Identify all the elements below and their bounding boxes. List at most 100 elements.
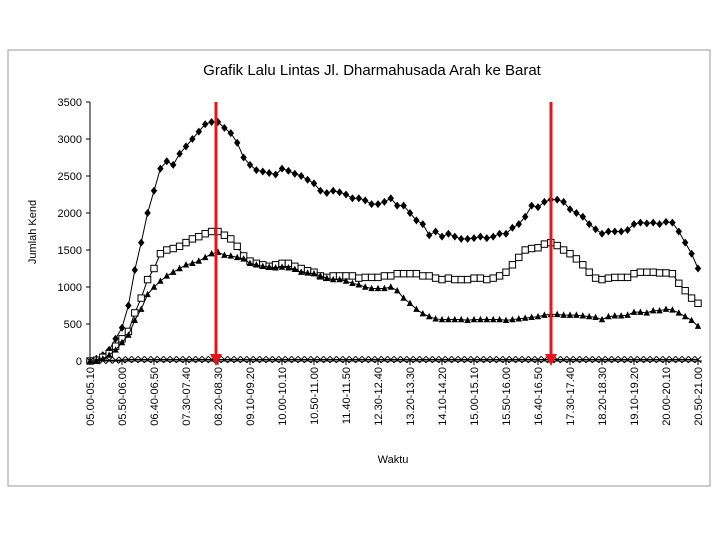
marker-diamond (195, 127, 202, 136)
marker-x (252, 355, 260, 364)
marker-x (355, 355, 363, 364)
marker-x (400, 355, 408, 364)
marker-square (233, 242, 241, 251)
marker-x (278, 355, 286, 364)
marker-square (566, 250, 574, 258)
marker-diamond (662, 217, 670, 226)
marker-x (323, 355, 331, 364)
marker-x (86, 357, 94, 365)
marker-diamond (112, 334, 119, 343)
marker-diamond (470, 234, 478, 243)
marker-triangle (406, 299, 414, 306)
marker-diamond (157, 164, 164, 173)
marker-x (444, 355, 452, 364)
marker-square (419, 272, 427, 280)
marker-triangle (528, 313, 535, 321)
marker-diamond (496, 229, 503, 238)
marker-square (393, 269, 401, 278)
marker-x (233, 355, 241, 364)
marker-square (687, 294, 696, 302)
marker-x (694, 355, 702, 364)
marker-diamond (509, 223, 516, 232)
marker-diamond (515, 220, 522, 229)
marker-diamond (278, 164, 286, 173)
marker-diamond (131, 265, 138, 274)
marker-square (169, 244, 177, 253)
marker-x (572, 355, 580, 364)
marker-triangle (426, 312, 433, 320)
marker-x (560, 355, 568, 364)
marker-diamond (554, 195, 561, 204)
marker-x (566, 355, 574, 364)
marker-square (476, 274, 485, 282)
marker-square (150, 264, 158, 273)
marker-diamond (618, 227, 625, 236)
marker-square (470, 274, 478, 282)
marker-x (336, 355, 344, 364)
marker-triangle (451, 315, 458, 323)
marker-triangle (592, 313, 599, 321)
marker-x (150, 355, 158, 364)
marker-square (367, 273, 376, 282)
marker-diamond (438, 232, 446, 241)
annotation-arrow (210, 102, 222, 366)
marker-triangle (464, 316, 471, 323)
marker-x (592, 355, 600, 364)
marker-x (265, 355, 273, 364)
marker-triangle (637, 308, 644, 315)
marker-diamond (138, 238, 145, 247)
marker-x (246, 355, 254, 364)
x-tick-label: 12.30-12.40 (373, 367, 385, 426)
marker-triangle (630, 308, 638, 315)
marker-square (374, 273, 382, 282)
marker-diamond (176, 149, 183, 158)
marker-triangle (362, 283, 369, 290)
marker-triangle (605, 312, 612, 320)
marker-diamond (374, 200, 382, 209)
marker-x (368, 355, 376, 364)
marker-x (425, 355, 433, 364)
marker-square (195, 232, 203, 241)
x-tick-label: 13.20-13.30 (405, 367, 417, 426)
marker-triangle (560, 311, 567, 318)
x-tick-label: 20.50-21.00 (693, 367, 705, 426)
marker-triangle (368, 284, 375, 292)
marker-x (99, 357, 107, 365)
marker-diamond (285, 166, 292, 175)
marker-square (451, 275, 459, 284)
marker-triangle (554, 310, 561, 318)
marker-square (534, 244, 542, 252)
marker-diamond (419, 220, 426, 229)
marker-square (163, 246, 171, 254)
marker-square (655, 269, 664, 277)
marker-x (470, 355, 478, 364)
marker-x (419, 355, 427, 364)
marker-x (188, 355, 196, 364)
marker-diamond (605, 227, 612, 236)
marker-square (611, 273, 619, 282)
marker-x (604, 355, 612, 364)
marker-square (559, 246, 568, 254)
marker-diamond (330, 186, 337, 195)
marker-x (131, 355, 139, 364)
marker-triangle (387, 283, 394, 290)
marker-triangle (586, 312, 593, 320)
marker-x (521, 355, 529, 364)
marker-x (304, 355, 312, 364)
marker-x (508, 355, 516, 364)
marker-triangle (182, 261, 190, 268)
marker-x (649, 355, 657, 364)
marker-square (668, 269, 677, 278)
marker-diamond (400, 201, 407, 210)
marker-diamond (592, 225, 599, 234)
marker-diamond (144, 209, 151, 217)
marker-diamond (214, 117, 222, 126)
marker-x (291, 355, 299, 364)
marker-diamond (566, 205, 574, 214)
marker-square (527, 244, 536, 253)
marker-triangle (202, 253, 209, 261)
marker-diamond (381, 197, 388, 206)
marker-diamond (150, 186, 158, 195)
